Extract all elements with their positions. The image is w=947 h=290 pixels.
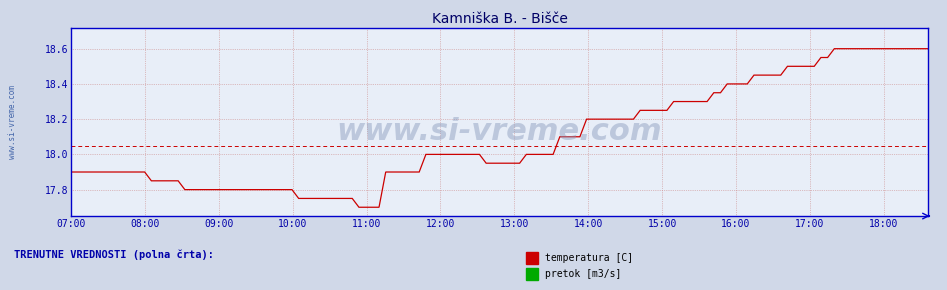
Title: Kamniška B. - Bišče: Kamniška B. - Bišče [432, 12, 567, 26]
Text: pretok [m3/s]: pretok [m3/s] [545, 269, 621, 279]
Text: www.si-vreme.com: www.si-vreme.com [337, 117, 662, 146]
Text: www.si-vreme.com: www.si-vreme.com [8, 85, 17, 159]
Text: temperatura [C]: temperatura [C] [545, 253, 633, 263]
Text: TRENUTNE VREDNOSTI (polna črta):: TRENUTNE VREDNOSTI (polna črta): [14, 249, 214, 260]
